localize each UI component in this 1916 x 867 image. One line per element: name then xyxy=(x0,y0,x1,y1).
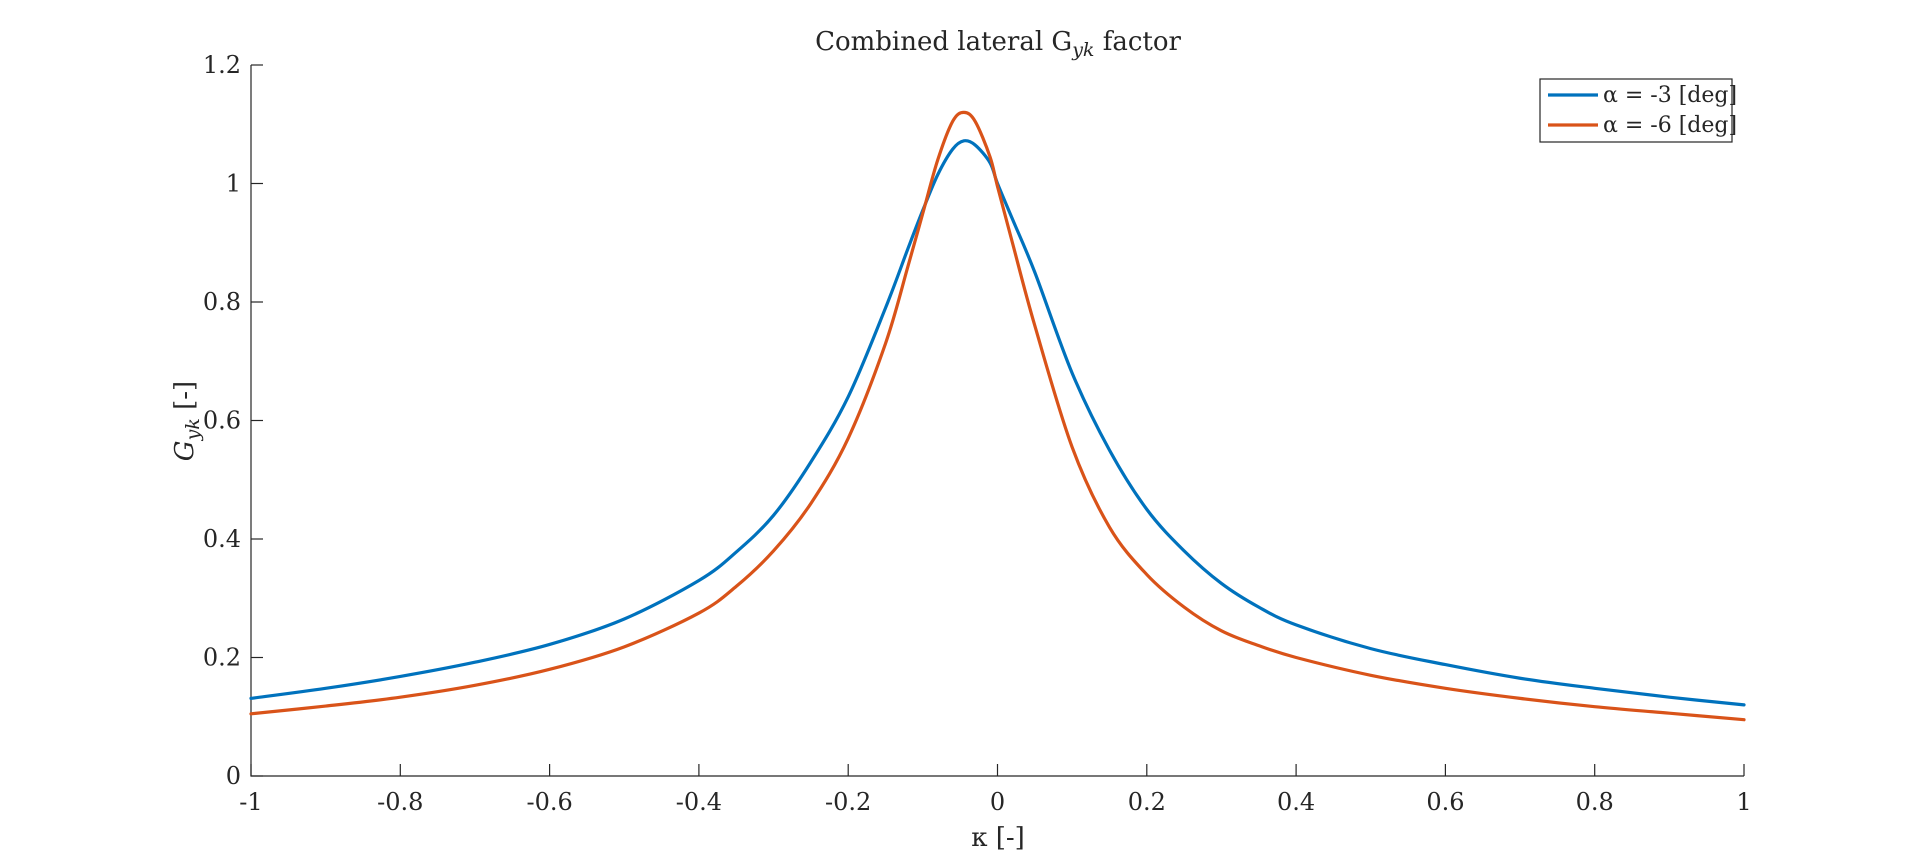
x-tick-label: 0.2 xyxy=(1128,788,1166,816)
legend-label-1: α = -3 [deg] xyxy=(1603,83,1737,108)
y-tick-label: 0.6 xyxy=(203,407,241,435)
x-tick-label: -0.8 xyxy=(377,788,423,816)
chart-title: Combined lateral Gyk factor xyxy=(815,27,1181,61)
x-tick-label: -1 xyxy=(239,788,262,816)
x-axis-ticks: -1 -0.8 -0.6 -0.4 -0.2 0 0.2 0.4 0.6 0.8 1 xyxy=(239,764,1752,816)
y-axis-label: Gyk [-] xyxy=(170,381,204,461)
x-tick-label: 0 xyxy=(990,788,1005,816)
axes-frame xyxy=(250,65,1744,777)
legend-entries: α = -3 [deg] α = -6 [deg] xyxy=(1548,83,1737,138)
x-axis-label: κ [-] xyxy=(971,823,1025,853)
x-tick-label: 1 xyxy=(1736,788,1751,816)
y-axis-ticks: 0 0.2 0.4 0.6 0.8 1 1.2 xyxy=(203,51,263,790)
series-line-2 xyxy=(249,110,1746,722)
x-tick-label: 0.6 xyxy=(1426,788,1464,816)
x-tick-label: 0.4 xyxy=(1277,788,1315,816)
x-tick-label: -0.4 xyxy=(676,788,722,816)
y-tick-label: 0.8 xyxy=(203,288,241,316)
x-tick-label: -0.6 xyxy=(526,788,572,816)
x-tick-label: 0.8 xyxy=(1576,788,1614,816)
legend-label-2: α = -6 [deg] xyxy=(1603,113,1737,138)
y-tick-label: 1 xyxy=(226,170,241,198)
y-tick-label: 0.2 xyxy=(203,644,241,672)
legend-box xyxy=(1539,78,1733,143)
series-line-1 xyxy=(249,139,1746,707)
y-tick-label: 0 xyxy=(226,762,241,790)
y-tick-label: 1.2 xyxy=(203,51,241,79)
x-tick-label: -0.2 xyxy=(825,788,871,816)
y-tick-label: 0.4 xyxy=(203,525,241,553)
series-lines xyxy=(249,110,1746,722)
legend: α = -3 [deg] α = -6 [deg] xyxy=(1539,78,1737,143)
